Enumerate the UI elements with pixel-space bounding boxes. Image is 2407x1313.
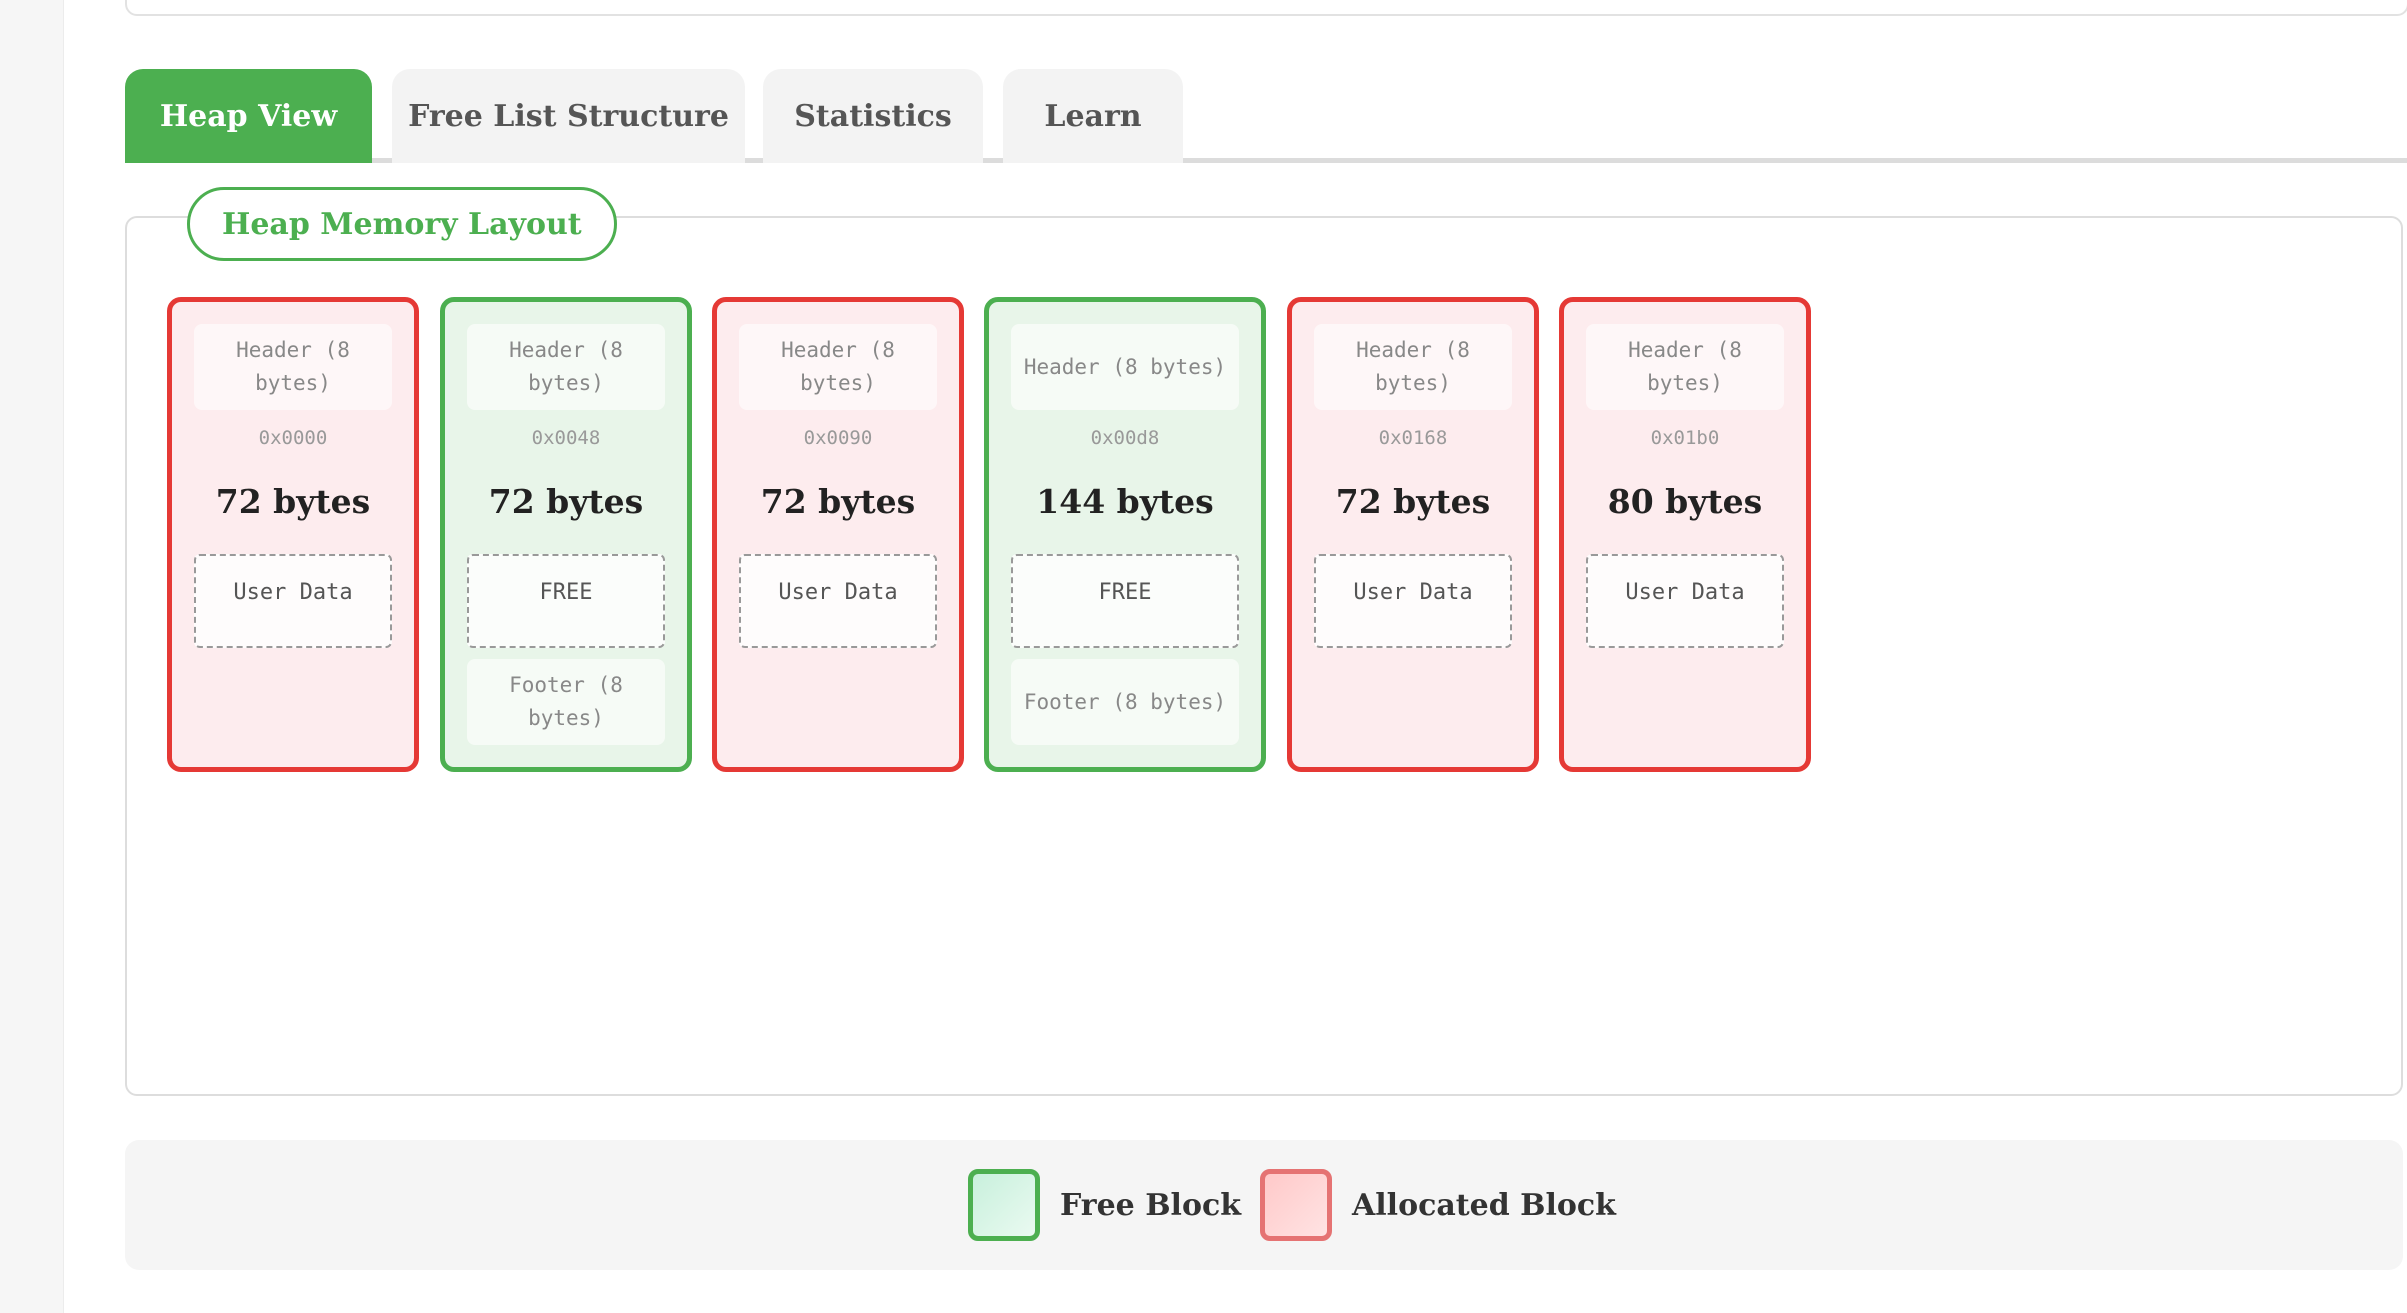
- block-address: 0x0168: [1378, 427, 1448, 449]
- block-size: 80 bytes: [1607, 482, 1763, 521]
- block-size: 72 bytes: [215, 482, 371, 521]
- heap-block-allocated[interactable]: Header (8 bytes) 0x0000 72 bytes User Da…: [167, 297, 419, 772]
- block-size: 72 bytes: [760, 482, 916, 521]
- block-payload: User Data: [194, 554, 392, 648]
- block-address: 0x0048: [531, 427, 601, 449]
- block-address: 0x0090: [803, 427, 873, 449]
- heap-block-free[interactable]: Header (8 bytes) 0x00d8 144 bytes FREE F…: [984, 297, 1266, 772]
- block-header: Header (8 bytes): [194, 324, 392, 410]
- heap-layout-title: Heap Memory Layout: [187, 187, 617, 261]
- tab-free-list-structure[interactable]: Free List Structure: [392, 69, 745, 163]
- block-header: Header (8 bytes): [1314, 324, 1512, 410]
- block-header: Header (8 bytes): [1011, 324, 1239, 410]
- tab-statistics[interactable]: Statistics: [763, 69, 983, 163]
- block-address: 0x0000: [258, 427, 328, 449]
- block-payload: User Data: [739, 554, 937, 648]
- block-header: Header (8 bytes): [739, 324, 937, 410]
- block-size: 72 bytes: [488, 482, 644, 521]
- top-panel-edge: [125, 0, 2407, 16]
- block-address: 0x01b0: [1650, 427, 1720, 449]
- block-address: 0x00d8: [1090, 427, 1160, 449]
- heap-block-allocated[interactable]: Header (8 bytes) 0x0090 72 bytes User Da…: [712, 297, 964, 772]
- tab-bar-underline: [125, 158, 2407, 163]
- legend: Free Block Allocated Block: [125, 1140, 2403, 1270]
- allocated-swatch: [1260, 1169, 1332, 1241]
- block-footer: Footer (8 bytes): [467, 659, 665, 745]
- block-payload: FREE: [1011, 554, 1239, 648]
- free-swatch: [968, 1169, 1040, 1241]
- legend-free-label: Free Block: [1060, 1187, 1242, 1223]
- heap-block-allocated[interactable]: Header (8 bytes) 0x0168 72 bytes User Da…: [1287, 297, 1539, 772]
- heap-block-free[interactable]: Header (8 bytes) 0x0048 72 bytes FREE Fo…: [440, 297, 692, 772]
- left-sidebar-rail: [0, 0, 64, 1313]
- block-payload: FREE: [467, 554, 665, 648]
- legend-allocated: Allocated Block: [1260, 1169, 1616, 1241]
- tab-learn[interactable]: Learn: [1003, 69, 1183, 163]
- tab-heap-view[interactable]: Heap View: [125, 69, 372, 163]
- block-header: Header (8 bytes): [1586, 324, 1784, 410]
- heap-block-allocated[interactable]: Header (8 bytes) 0x01b0 80 bytes User Da…: [1559, 297, 1811, 772]
- block-header: Header (8 bytes): [467, 324, 665, 410]
- tab-bar: Heap View Free List Structure Statistics…: [125, 69, 2407, 164]
- legend-allocated-label: Allocated Block: [1352, 1187, 1616, 1223]
- block-payload: User Data: [1586, 554, 1784, 648]
- block-size: 144 bytes: [1036, 482, 1214, 521]
- block-footer: Footer (8 bytes): [1011, 659, 1239, 745]
- block-size: 72 bytes: [1335, 482, 1491, 521]
- legend-free: Free Block: [968, 1169, 1241, 1241]
- block-payload: User Data: [1314, 554, 1512, 648]
